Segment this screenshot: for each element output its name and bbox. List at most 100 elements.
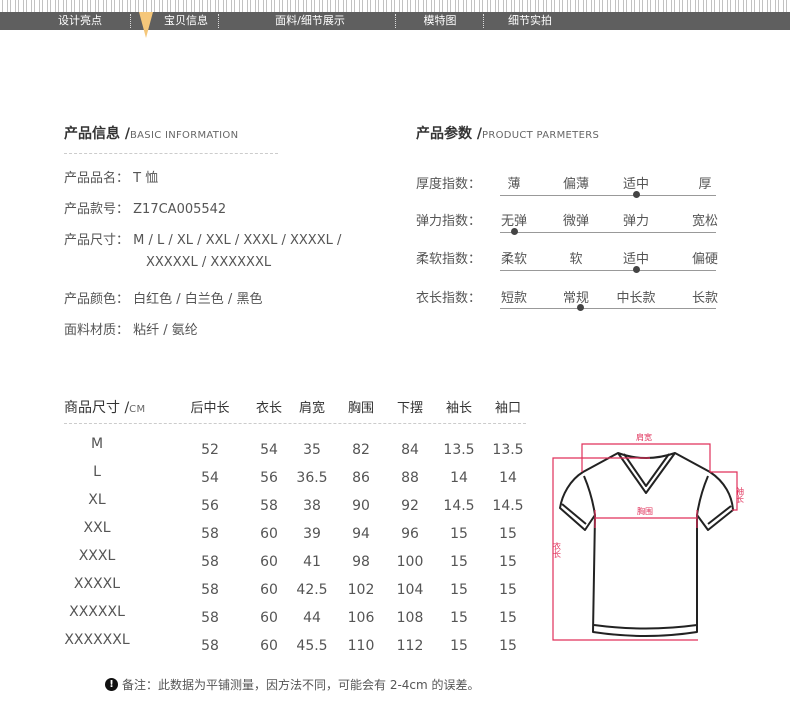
- value-cell: 15: [499, 638, 517, 654]
- column-header: 胸围: [347, 401, 375, 416]
- param-option: 厚: [698, 177, 712, 192]
- value-cell: 92: [401, 498, 419, 514]
- column-header: 衣长: [255, 401, 283, 416]
- value-cell: 58: [201, 526, 219, 542]
- param-option: 软: [569, 252, 583, 267]
- size-cell: M: [90, 436, 104, 452]
- column-header: 袖长: [445, 401, 473, 416]
- value-cell: 58: [260, 498, 278, 514]
- param-option: 长款: [691, 291, 719, 306]
- nav-fabric-details[interactable]: 面料/细节展示: [275, 14, 345, 27]
- value-cell: 45.5: [296, 638, 328, 654]
- value-cell: 84: [401, 442, 419, 458]
- value-cell: 60: [260, 610, 278, 626]
- nav-detail-photos[interactable]: 细节实拍: [508, 14, 552, 27]
- param-option: 偏薄: [562, 177, 590, 192]
- value-cell: 15: [450, 638, 468, 654]
- column-header: 肩宽: [298, 401, 326, 416]
- column-header: 袖口: [494, 401, 522, 416]
- value-cell: 52: [201, 442, 219, 458]
- value-cell: 14: [450, 470, 468, 486]
- nav-divider: [395, 14, 396, 28]
- param-option: 偏硬: [691, 252, 719, 267]
- value-cell: 104: [396, 582, 424, 598]
- value-cell: 90: [352, 498, 370, 514]
- param-option: 适中: [622, 177, 650, 192]
- info-row-name: 产品品名： T 恤: [64, 171, 159, 186]
- info-row-material: 面料材质： 粘纤 / 氨纶: [64, 323, 198, 338]
- value-cell: 39: [303, 526, 321, 542]
- value-cell: 110: [347, 638, 375, 654]
- nav-divider: [483, 14, 484, 28]
- param-selected-dot: [633, 266, 640, 273]
- value-cell: 15: [450, 526, 468, 542]
- value-cell: 42.5: [296, 582, 328, 598]
- value-cell: 41: [303, 554, 321, 570]
- value-cell: 102: [347, 582, 375, 598]
- active-indicator-triangle: [139, 12, 153, 38]
- value-cell: 56: [260, 470, 278, 486]
- param-option: 薄: [507, 177, 521, 192]
- param-label: 衣长指数：: [416, 291, 482, 306]
- label-length: 衣长: [553, 541, 562, 559]
- size-cell: XXXL: [78, 548, 116, 564]
- tshirt-measurement-diagram: 肩宽 胸围 袖长 衣长: [552, 432, 745, 641]
- param-selected-dot: [577, 304, 584, 311]
- section-nav: 设计亮点 宝贝信息 面料/细节展示 模特图 细节实拍: [0, 12, 790, 30]
- value-cell: 60: [260, 582, 278, 598]
- value-cell: 108: [396, 610, 424, 626]
- value-cell: 14.5: [492, 498, 524, 514]
- measurement-lines: [552, 443, 738, 641]
- value-cell: 60: [260, 638, 278, 654]
- title-en: BASIC INFORMATION: [130, 130, 239, 141]
- value-cell: 13.5: [492, 442, 524, 458]
- info-row-colors: 产品颜色： 白红色 / 白兰色 / 黑色: [64, 292, 263, 307]
- param-option: 微弹: [562, 214, 590, 229]
- column-header: 后中长: [190, 401, 230, 416]
- size-table-title: 商品尺寸 /CM: [64, 400, 146, 416]
- value-cell: 14: [499, 470, 517, 486]
- value-cell: 60: [260, 554, 278, 570]
- size-cell: XXXXXXL: [64, 632, 130, 648]
- value-cell: 36.5: [296, 470, 328, 486]
- param-label: 柔软指数：: [416, 252, 482, 267]
- info-row-sizes: 产品尺寸： M / L / XL / XXL / XXXL / XXXXL /: [64, 233, 342, 248]
- column-header: 下摆: [396, 401, 424, 416]
- value-cell: 15: [499, 610, 517, 626]
- param-label: 弹力指数：: [416, 214, 482, 229]
- nav-model-photos[interactable]: 模特图: [423, 14, 457, 27]
- size-cell: XL: [88, 492, 106, 508]
- value-cell: 98: [352, 554, 370, 570]
- value-cell: 58: [201, 638, 219, 654]
- label-chest: 胸围: [637, 506, 653, 516]
- param-option: 弹力: [622, 214, 650, 229]
- value-cell: 14.5: [443, 498, 475, 514]
- title-cn: 产品信息 /: [64, 126, 130, 142]
- value-cell: 44: [303, 610, 321, 626]
- note-text: 备注：此数据为平铺测量，因方法不同，可能会有 2-4cm 的误差。: [122, 678, 480, 692]
- param-scale-line: [500, 308, 716, 309]
- value-cell: 96: [401, 526, 419, 542]
- value-cell: 88: [401, 470, 419, 486]
- param-selected-dot: [633, 191, 640, 198]
- param-option: 中长款: [616, 291, 656, 306]
- nav-product-info[interactable]: 宝贝信息: [164, 14, 208, 27]
- value-cell: 58: [201, 582, 219, 598]
- exclamation-icon: !: [105, 678, 118, 691]
- param-scale-line: [500, 195, 716, 196]
- value-cell: 15: [499, 582, 517, 598]
- measurement-note: ! 备注：此数据为平铺测量，因方法不同，可能会有 2-4cm 的误差。: [105, 676, 480, 693]
- info-row-sizes-cont: XXXXXL / XXXXXXL: [146, 255, 272, 270]
- param-label: 厚度指数：: [416, 177, 482, 192]
- param-option: 短款: [500, 291, 528, 306]
- param-scale-line: [500, 270, 716, 271]
- value-cell: 56: [201, 498, 219, 514]
- nav-design-highlights[interactable]: 设计亮点: [58, 14, 102, 27]
- size-cell: XXL: [83, 520, 111, 536]
- divider: [64, 153, 278, 154]
- value-cell: 15: [450, 610, 468, 626]
- measurement-labels: 肩宽 胸围 袖长 衣长: [553, 432, 745, 559]
- nav-divider: [130, 14, 131, 28]
- param-option: 适中: [622, 252, 650, 267]
- nav-divider: [218, 14, 219, 28]
